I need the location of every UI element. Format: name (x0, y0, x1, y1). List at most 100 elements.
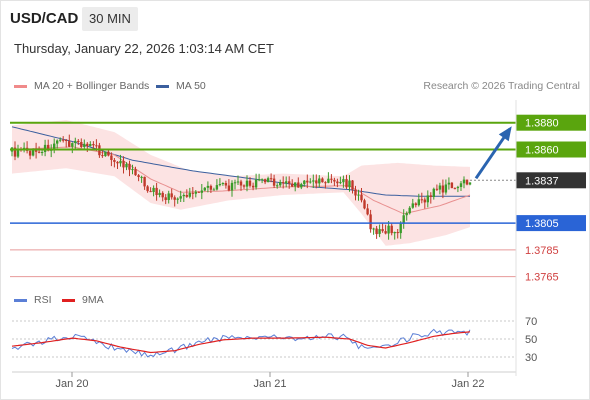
candle-body (251, 185, 255, 188)
legend-ma50: MA 50 (156, 80, 206, 92)
chart-header: USD/CAD 30 MIN (0, 0, 590, 36)
candle-body (312, 180, 315, 182)
research-credit: Research © 2026 Trading Central (423, 80, 580, 92)
candle-body (360, 194, 363, 201)
candle-body (191, 192, 194, 194)
candle-body (113, 160, 116, 162)
candle-body (266, 178, 270, 183)
candle-body (92, 144, 95, 146)
candle-body (80, 142, 83, 147)
candle-body (330, 178, 333, 180)
rsi-swatch (14, 298, 27, 302)
candle-body (125, 163, 128, 168)
candle-body (224, 183, 228, 186)
candle-body (173, 197, 176, 200)
current-price-tag (516, 172, 586, 189)
candle-body (381, 229, 384, 232)
candle-body (242, 185, 246, 187)
candle-body (149, 191, 152, 193)
candle-body (269, 178, 273, 180)
candle-body (143, 176, 146, 187)
candle-body (43, 144, 47, 152)
level-label-1.3805: 1.3805 (525, 218, 559, 230)
candle-body (468, 182, 472, 185)
candle-body (327, 178, 330, 183)
time-label-Jan 20: Jan 20 (55, 378, 88, 390)
candle-body (336, 181, 339, 184)
candle-body (263, 179, 267, 183)
candle-body (209, 185, 213, 190)
candle-body (411, 203, 414, 208)
candle-body (13, 147, 17, 157)
rsi-ma-line (11, 331, 471, 354)
candle-body (116, 161, 119, 164)
candle-body (438, 185, 442, 190)
candle-body (68, 141, 71, 147)
level-tag-1.3880 (516, 114, 586, 131)
candle-body (167, 193, 170, 200)
candle-body (321, 178, 324, 183)
level-label-1.3880: 1.3880 (525, 118, 559, 130)
candle-body (158, 192, 161, 195)
rsi-label: RSI (34, 294, 52, 306)
candle-body (230, 182, 234, 191)
current-price-label: 1.3837 (525, 175, 559, 187)
ma50-line (11, 126, 470, 197)
candle-body (101, 155, 104, 157)
candle-body (146, 186, 149, 192)
candle-body (16, 148, 20, 157)
candle-body (429, 195, 432, 197)
ma50-label: MA 50 (176, 80, 206, 92)
candle-body (324, 182, 327, 184)
candle-body (396, 232, 399, 234)
ma20-swatch (14, 84, 27, 88)
candle-body (206, 185, 210, 188)
candle-body (122, 160, 125, 168)
candle-body (423, 199, 426, 203)
candle-body (441, 185, 445, 193)
candle-body (74, 140, 77, 143)
candle-body (182, 195, 185, 197)
candle-body (384, 231, 387, 234)
candle-body (65, 139, 68, 141)
candle-body (37, 151, 41, 153)
candle-body (456, 186, 460, 189)
candle-body (239, 181, 243, 186)
candle-body (164, 197, 167, 200)
candle-body (197, 191, 200, 193)
candle-body (62, 139, 65, 141)
rsi-tick-50: 50 (525, 334, 537, 346)
rsi-ma-label: 9MA (82, 294, 104, 306)
candle-body (387, 225, 390, 234)
candle-body (95, 145, 98, 147)
candle-body (71, 143, 74, 147)
candle-body (248, 180, 252, 186)
candle-body (378, 229, 381, 234)
candle-body (354, 189, 357, 196)
candle-body (236, 181, 240, 183)
candle-body (465, 179, 469, 185)
candle-body (128, 163, 131, 170)
candle-body (119, 160, 122, 164)
candle-body (294, 182, 297, 187)
candle-body (303, 180, 306, 185)
candle-body (297, 182, 300, 188)
rsi-tick-70: 70 (525, 316, 537, 328)
candle-body (390, 225, 393, 234)
candle-body (137, 175, 140, 177)
candle-body (366, 208, 369, 215)
timestamp: Thursday, January 22, 2026 1:03:14 AM CE… (14, 41, 274, 56)
candle-body (279, 182, 282, 186)
candle-body (444, 184, 448, 193)
candle-body (170, 193, 173, 198)
candle-body (363, 200, 366, 209)
candle-body (227, 185, 231, 191)
candle-body (459, 183, 463, 187)
timeframe-button[interactable]: 30 MIN (82, 7, 138, 31)
candle-body (221, 183, 225, 184)
candle-body (254, 179, 258, 188)
candle-body (420, 199, 423, 201)
ma50-swatch (156, 84, 169, 88)
candle-body (53, 143, 56, 150)
candle-body (104, 151, 107, 157)
